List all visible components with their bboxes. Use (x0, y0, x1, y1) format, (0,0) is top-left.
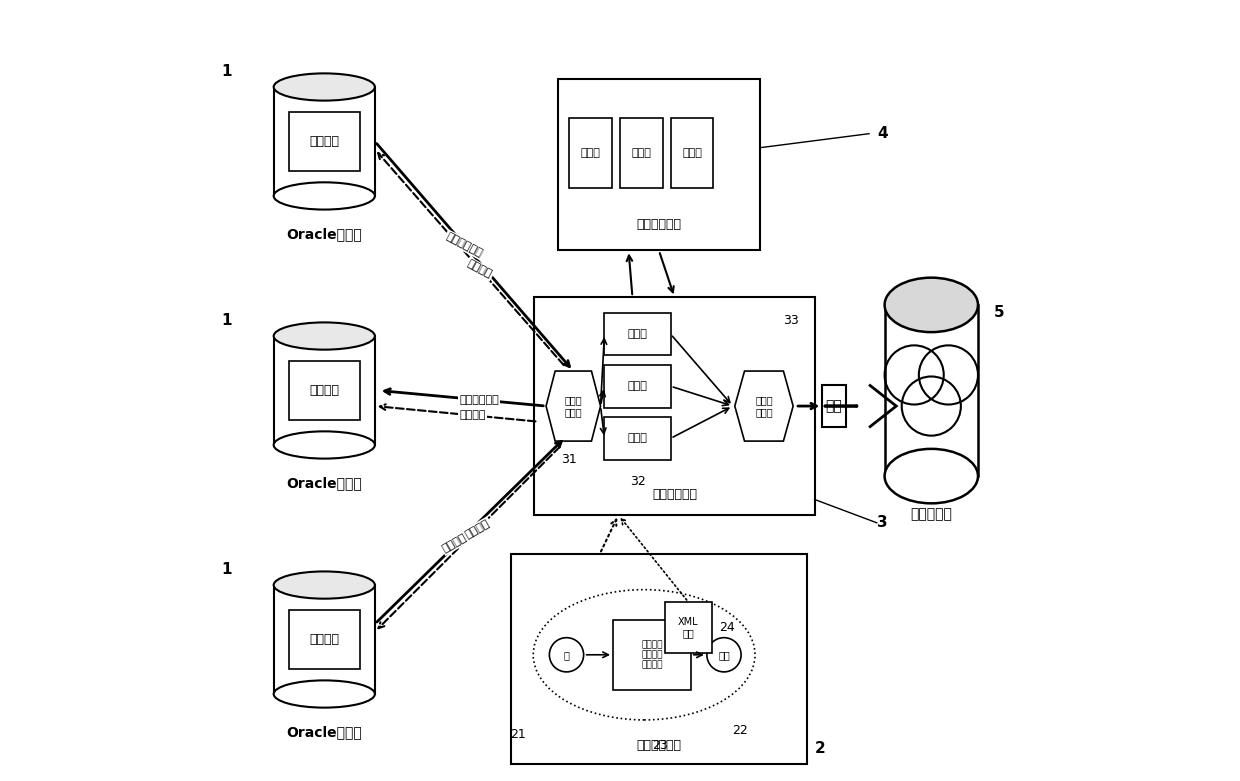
Text: 规则解
析组件: 规则解 析组件 (564, 395, 582, 417)
FancyBboxPatch shape (604, 312, 671, 355)
FancyBboxPatch shape (274, 336, 374, 445)
Ellipse shape (533, 590, 755, 720)
Text: 日志变更消息: 日志变更消息 (444, 231, 484, 259)
Text: 目标: 目标 (718, 650, 730, 660)
FancyBboxPatch shape (884, 305, 978, 476)
Text: XML
文件: XML 文件 (678, 617, 699, 638)
Text: 日志挖掘: 日志挖掘 (309, 633, 340, 646)
Text: 1: 1 (222, 562, 232, 577)
Circle shape (707, 637, 742, 672)
Text: 2: 2 (815, 741, 826, 756)
Ellipse shape (274, 572, 374, 599)
Text: 挖掘指令: 挖掘指令 (460, 410, 486, 420)
Text: 31: 31 (562, 453, 578, 465)
Text: 32: 32 (630, 475, 645, 488)
FancyBboxPatch shape (604, 417, 671, 460)
Text: 大数据中心: 大数据中心 (910, 507, 952, 521)
Text: 源: 源 (563, 650, 569, 660)
Text: 5: 5 (993, 305, 1004, 320)
Text: 格式转化
字段对应
数据脱脱: 格式转化 字段对应 数据脱脱 (641, 640, 662, 669)
Text: 饼状图: 饼状图 (631, 148, 651, 158)
FancyBboxPatch shape (534, 297, 815, 515)
FancyBboxPatch shape (274, 87, 374, 196)
Text: 运行监控模块: 运行监控模块 (636, 218, 682, 231)
Text: 挖掘指令: 挖掘指令 (464, 518, 491, 540)
Ellipse shape (884, 278, 978, 332)
FancyBboxPatch shape (671, 118, 713, 188)
Text: 4: 4 (877, 127, 888, 141)
Text: 数据变更消息: 数据变更消息 (459, 395, 498, 405)
FancyBboxPatch shape (289, 112, 360, 172)
Text: 21: 21 (510, 728, 526, 740)
Text: 规则执
行组件: 规则执 行组件 (755, 395, 773, 417)
Text: 挖掘指令: 挖掘指令 (466, 259, 494, 280)
Ellipse shape (274, 680, 374, 708)
FancyBboxPatch shape (569, 118, 613, 188)
FancyBboxPatch shape (274, 585, 374, 694)
Text: 柱状图: 柱状图 (580, 148, 600, 158)
Text: 22: 22 (732, 724, 748, 736)
FancyBboxPatch shape (620, 118, 663, 188)
Text: 日志挖掘: 日志挖掘 (309, 135, 340, 148)
FancyBboxPatch shape (665, 602, 712, 653)
Text: 1: 1 (222, 313, 232, 328)
Text: 队列三: 队列三 (627, 433, 647, 444)
Ellipse shape (274, 73, 374, 101)
Text: Oracle数据库: Oracle数据库 (286, 476, 362, 490)
FancyBboxPatch shape (558, 79, 760, 251)
Polygon shape (546, 371, 600, 441)
Text: 折线图: 折线图 (682, 148, 702, 158)
Text: 23: 23 (652, 740, 667, 752)
Text: 数据变更消息: 数据变更消息 (441, 526, 480, 555)
Text: 队列一: 队列一 (627, 329, 647, 339)
Ellipse shape (884, 449, 978, 503)
FancyBboxPatch shape (289, 609, 360, 669)
Text: 1: 1 (222, 64, 232, 79)
Circle shape (549, 637, 584, 672)
Ellipse shape (274, 182, 374, 209)
FancyBboxPatch shape (613, 620, 691, 690)
Polygon shape (735, 371, 794, 441)
Text: 规则执行模块: 规则执行模块 (652, 488, 697, 501)
Text: Oracle数据库: Oracle数据库 (286, 227, 362, 241)
Ellipse shape (274, 323, 374, 350)
Text: 日志挖掘: 日志挖掘 (309, 384, 340, 397)
FancyBboxPatch shape (822, 385, 846, 427)
Text: 导入: 导入 (826, 399, 842, 413)
Text: 3: 3 (877, 515, 888, 530)
FancyBboxPatch shape (289, 361, 360, 420)
Text: Oracle数据库: Oracle数据库 (286, 725, 362, 739)
FancyBboxPatch shape (604, 365, 671, 408)
Text: 24: 24 (719, 621, 735, 634)
FancyBboxPatch shape (511, 554, 807, 764)
Text: 规则定义模块: 规则定义模块 (636, 740, 682, 752)
Ellipse shape (274, 431, 374, 458)
Text: 队列二: 队列二 (627, 381, 647, 391)
Text: 33: 33 (784, 314, 799, 327)
